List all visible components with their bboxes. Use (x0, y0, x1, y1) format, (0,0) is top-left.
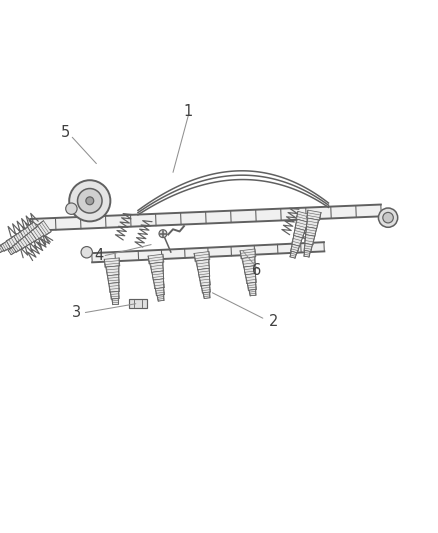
Polygon shape (198, 268, 210, 278)
Circle shape (159, 230, 167, 238)
Polygon shape (14, 232, 25, 245)
Polygon shape (152, 271, 164, 280)
Polygon shape (6, 236, 18, 248)
Polygon shape (158, 295, 164, 301)
Polygon shape (37, 221, 51, 236)
Text: 5: 5 (61, 125, 71, 140)
Polygon shape (307, 218, 318, 229)
Polygon shape (305, 227, 316, 236)
Polygon shape (27, 222, 41, 238)
Polygon shape (110, 292, 119, 299)
Text: 3: 3 (72, 305, 81, 320)
Polygon shape (151, 262, 163, 272)
Polygon shape (108, 274, 119, 284)
Text: 1: 1 (184, 103, 193, 118)
Circle shape (78, 189, 102, 213)
Polygon shape (25, 232, 36, 244)
Polygon shape (290, 252, 297, 258)
Polygon shape (0, 241, 10, 252)
Polygon shape (154, 279, 165, 289)
Polygon shape (295, 220, 307, 230)
Polygon shape (148, 254, 164, 264)
Polygon shape (304, 235, 314, 245)
Polygon shape (155, 288, 165, 296)
Polygon shape (112, 298, 119, 305)
Circle shape (66, 203, 77, 214)
Polygon shape (109, 282, 120, 292)
Circle shape (378, 208, 398, 227)
Circle shape (81, 247, 92, 258)
Circle shape (383, 213, 393, 223)
Polygon shape (201, 285, 211, 293)
Polygon shape (204, 292, 210, 298)
Polygon shape (200, 276, 211, 286)
Circle shape (69, 180, 110, 221)
Polygon shape (243, 257, 255, 267)
Polygon shape (30, 205, 381, 231)
Text: 4: 4 (94, 248, 103, 263)
Polygon shape (250, 289, 256, 296)
Polygon shape (31, 227, 44, 240)
Polygon shape (304, 244, 312, 252)
Polygon shape (0, 246, 4, 253)
Polygon shape (20, 228, 33, 241)
Polygon shape (290, 244, 300, 253)
Text: 6: 6 (251, 263, 261, 278)
Polygon shape (240, 249, 256, 259)
Text: 2: 2 (269, 314, 279, 329)
FancyBboxPatch shape (129, 300, 147, 308)
Polygon shape (246, 273, 257, 284)
Polygon shape (8, 247, 16, 255)
Polygon shape (296, 211, 311, 222)
Polygon shape (247, 282, 257, 290)
Polygon shape (106, 266, 119, 276)
Polygon shape (304, 251, 310, 257)
Circle shape (86, 197, 94, 205)
Polygon shape (293, 228, 305, 238)
Polygon shape (291, 236, 302, 246)
Polygon shape (92, 242, 324, 262)
Polygon shape (104, 258, 120, 267)
Polygon shape (307, 210, 321, 220)
Polygon shape (244, 266, 256, 275)
Polygon shape (18, 237, 30, 249)
Polygon shape (194, 252, 210, 261)
Polygon shape (197, 260, 209, 270)
Polygon shape (12, 242, 22, 252)
